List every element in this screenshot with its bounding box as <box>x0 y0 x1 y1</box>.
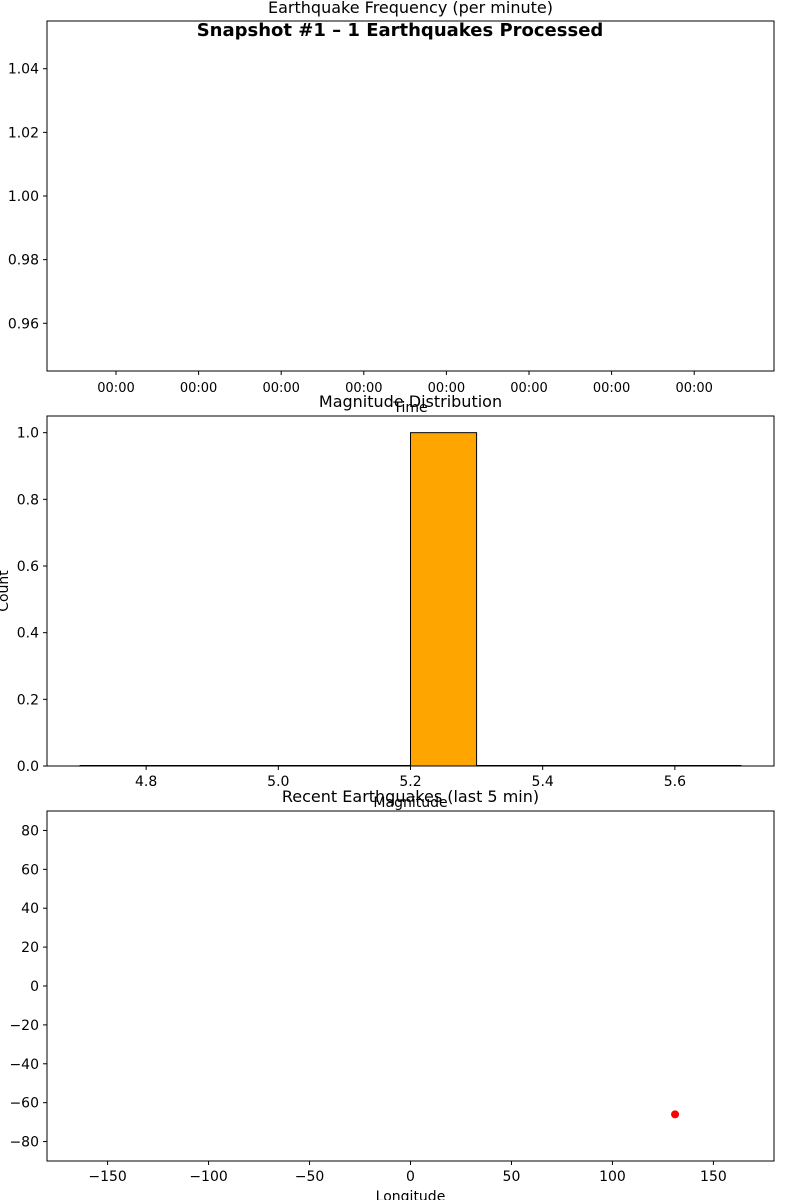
y-tick-label: 20 <box>21 940 39 956</box>
x-axis-label: Magnitude <box>373 795 447 811</box>
y-axis-label: Count <box>0 570 12 612</box>
x-axis-label: Longitude <box>376 1189 446 1200</box>
x-tick-label: 00:00 <box>262 381 299 396</box>
chart-title: Recent Earthquakes (last 5 min) <box>282 787 539 806</box>
chart-title: Magnitude Distribution <box>319 392 502 411</box>
y-tick-label: 40 <box>21 901 39 917</box>
x-tick-label: −100 <box>189 1169 227 1185</box>
y-tick-label: −80 <box>9 1135 39 1151</box>
earthquake-point <box>671 1110 680 1119</box>
y-tick-label: −60 <box>9 1096 39 1112</box>
magnitude-histogram: Magnitude Distribution 0.0 0.2 0.4 0.6 0.8 1.0… <box>0 392 775 811</box>
x-tick-label: 5.4 <box>532 774 554 790</box>
x-tick-label: 00:00 <box>97 381 134 396</box>
histogram-bar <box>410 432 478 767</box>
x-tick-label: −50 <box>295 1169 325 1185</box>
x-tick-label: 00:00 <box>675 381 712 396</box>
y-tick-label: 1.04 <box>8 62 39 78</box>
x-tick-label: 5.0 <box>267 774 289 790</box>
x-tick-label: 4.8 <box>135 774 157 790</box>
y-tick-label: 0.0 <box>17 759 39 775</box>
y-tick-label: −20 <box>9 1018 39 1034</box>
x-tick-label: 5.6 <box>664 774 686 790</box>
x-tick-label: 00:00 <box>510 381 547 396</box>
y-tick-label: 1.02 <box>8 125 39 141</box>
x-tick-label: 5.2 <box>399 774 421 790</box>
x-tick-label: 50 <box>503 1169 521 1185</box>
y-tick-label: 0.2 <box>17 692 39 708</box>
chart-title: Earthquake Frequency (per minute) <box>268 0 553 17</box>
figure-suptitle: Snapshot #1 – 1 Earthquakes Processed <box>196 20 604 41</box>
x-tick-label: 0 <box>406 1169 415 1185</box>
y-tick-label: 80 <box>21 823 39 839</box>
axes-frame-0 <box>46 20 775 372</box>
recent-earthquakes-map: Recent Earthquakes (last 5 min) −80 −60 −40… <box>9 787 775 1200</box>
y-tick-label: 0.8 <box>17 492 39 508</box>
y-tick-label: 0.6 <box>17 559 39 575</box>
x-tick-label: 100 <box>599 1169 626 1185</box>
axes-frame-2 <box>46 810 775 1162</box>
x-tick-label: −150 <box>88 1169 126 1185</box>
y-tick-label: 0 <box>30 979 39 995</box>
x-tick-label: 150 <box>700 1169 727 1185</box>
x-tick-label: 00:00 <box>180 381 217 396</box>
y-tick-label: 60 <box>21 862 39 878</box>
y-tick-label: 0.98 <box>8 253 39 269</box>
x-tick-label: 00:00 <box>428 381 465 396</box>
y-tick-label: 1.00 <box>8 189 39 205</box>
y-tick-label: 1.0 <box>17 426 39 442</box>
x-tick-label: 00:00 <box>593 381 630 396</box>
y-tick-label: 0.96 <box>8 316 39 332</box>
y-tick-label: −40 <box>9 1057 39 1073</box>
x-axis-label: Time <box>392 400 427 416</box>
frequency-chart: Earthquake Frequency (per minute) 0.96 0.9… <box>8 0 775 416</box>
x-tick-label: 00:00 <box>345 381 382 396</box>
y-tick-label: 0.4 <box>17 626 39 642</box>
